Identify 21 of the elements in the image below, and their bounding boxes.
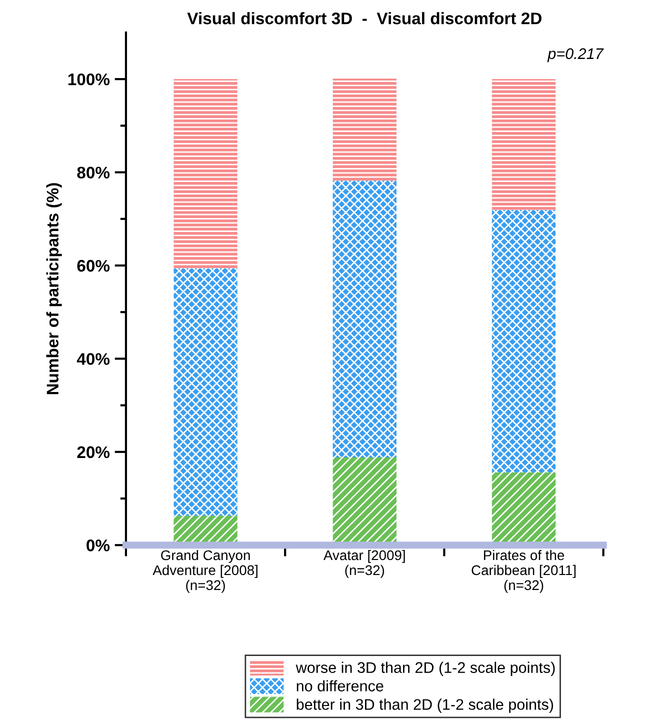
legend-label: better in 3D than 2D (1-2 scale points) — [296, 698, 554, 713]
bar — [492, 79, 556, 210]
bar — [332, 78, 396, 181]
y-tick-label: 40% — [76, 353, 110, 365]
x-tick-label: Avatar [2009] (n=32) — [323, 550, 405, 578]
bar — [174, 79, 238, 268]
x-tick-label: Grand Canyon Adventure [2008] (n=32) — [152, 550, 258, 593]
y-tick-label: 60% — [77, 260, 110, 272]
bar — [332, 180, 396, 458]
bar — [492, 210, 556, 472]
y-axis-title: Number of participants (%) — [46, 183, 62, 394]
y-tick-label: 80% — [77, 166, 110, 178]
chart-title: Visual discomfort 3D - Visual discomfort 2D — [187, 12, 542, 24]
legend-label: no difference — [296, 680, 384, 692]
y-tick-label: 0% — [86, 540, 110, 552]
annotation: p=0.217 — [547, 48, 604, 62]
legend-label: worse in 3D than 2D (1-2 scale points) — [296, 662, 555, 676]
x-tick-label: Pirates of the Caribbean [2011] (n=32) — [472, 550, 576, 593]
y-tick-label: 20% — [77, 446, 110, 458]
y-tick-label: 100% — [68, 73, 110, 86]
bar — [174, 268, 238, 516]
